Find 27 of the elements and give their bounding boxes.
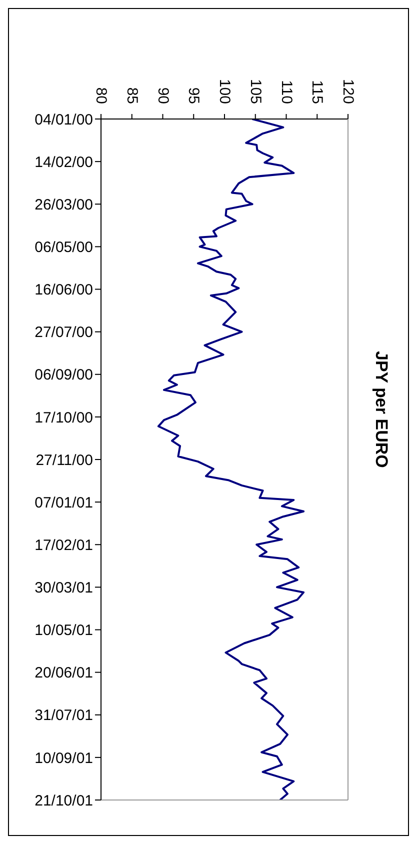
y-tick-label: 07/01/01 [34, 494, 93, 512]
y-tick-label: 30/03/01 [34, 580, 93, 597]
x-tick-label: 115 [308, 80, 326, 104]
y-tick-label: 27/11/00 [36, 452, 93, 469]
x-tick-label: 120 [340, 78, 356, 104]
y-tick-label: 17/02/01 [34, 536, 93, 554]
y-tick-label: 10/05/01 [34, 622, 93, 640]
x-tick-label: 100 [216, 78, 233, 104]
text: JPY per EURO [371, 350, 391, 470]
y-tick-label: 31/07/01 [34, 707, 93, 724]
y-tick-label: 04/01/00 [34, 111, 93, 128]
y-tick-label: 06/05/00 [34, 239, 93, 256]
y-tick-label: 10/09/01 [34, 750, 93, 767]
y-tick-label: 16/06/00 [34, 282, 93, 299]
x-tick-label: 95 [185, 87, 202, 104]
y-tick-label: 27/07/00 [34, 324, 93, 342]
y-tick-label: 17/10/00 [34, 409, 93, 426]
y-tick-label: 20/06/01 [34, 664, 93, 682]
y-tick-label: 21/10/01 [34, 792, 93, 810]
y-tick-label: 26/03/00 [34, 196, 93, 214]
x-tick-label: 110 [278, 80, 295, 104]
x-tick-label: 90 [154, 87, 172, 104]
x-tick-label: 105 [246, 78, 264, 104]
x-tick-label: 80 [92, 87, 110, 104]
x-tick-label: 85 [123, 87, 140, 104]
y-tick-label: 14/02/00 [34, 154, 93, 171]
y-tick-label: 06/09/00 [34, 366, 93, 384]
